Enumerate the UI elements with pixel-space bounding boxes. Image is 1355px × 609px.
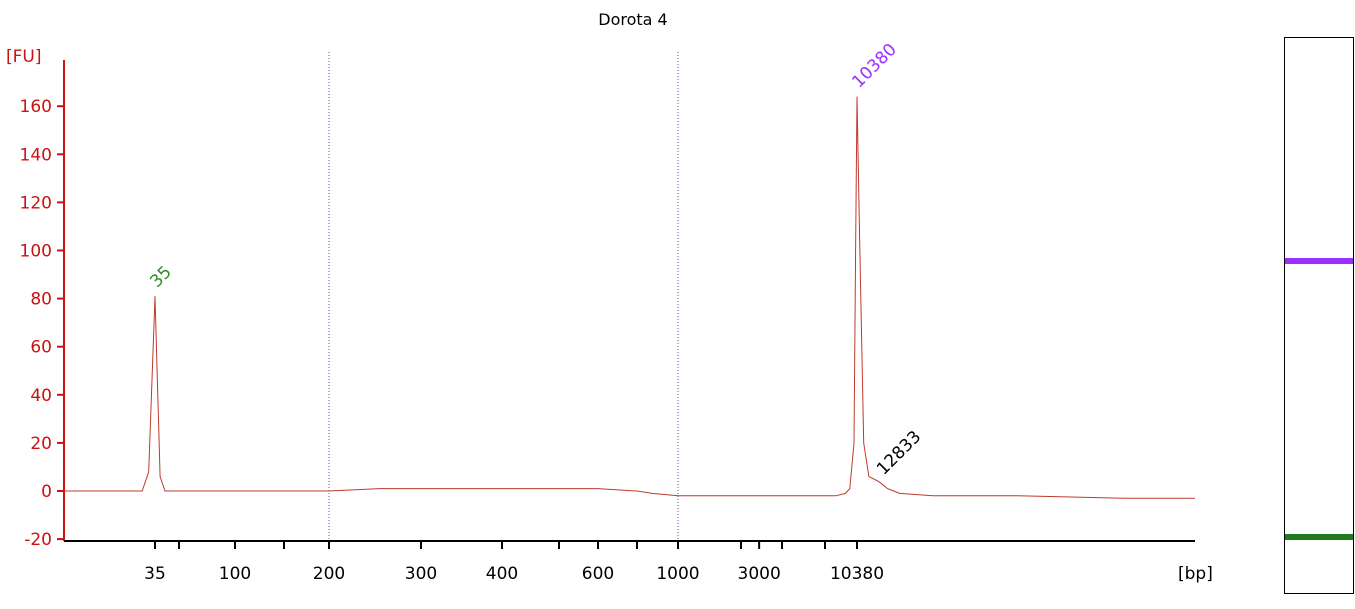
x-tick-label: 300 bbox=[405, 564, 437, 584]
gel-band bbox=[1285, 533, 1353, 540]
y-tick-label: 20 bbox=[30, 434, 52, 454]
y-tick-label: 80 bbox=[30, 290, 52, 310]
series bbox=[64, 96, 1195, 499]
x-tick-label: 600 bbox=[582, 564, 614, 584]
y-tick-label: 40 bbox=[30, 386, 52, 406]
x-tick-label: 35 bbox=[144, 564, 166, 584]
peak-labels: 35 10380 12833 bbox=[146, 40, 925, 480]
y-tick-label: -20 bbox=[24, 530, 52, 550]
peak-label: 12833 bbox=[873, 427, 925, 479]
x-axis-label: [bp] bbox=[1178, 564, 1213, 584]
chart-title: Dorota 4 bbox=[598, 10, 667, 29]
x-tick-label: 100 bbox=[219, 564, 251, 584]
y-ticks: -20 0 20 40 60 80 100 120 140 160 bbox=[20, 97, 64, 550]
x-tick-label: 400 bbox=[486, 564, 518, 584]
x-tick-label: 1000 bbox=[656, 564, 699, 584]
series-line bbox=[64, 96, 1195, 499]
peak-label: 10380 bbox=[848, 40, 900, 92]
x-tick-label: 200 bbox=[313, 564, 345, 584]
x-ticks: 35 100 200 300 400 600 1000 3000 10380 bbox=[144, 541, 884, 584]
axes bbox=[63, 60, 1195, 542]
peak-label: 35 bbox=[146, 262, 175, 291]
y-tick-label: 60 bbox=[30, 338, 52, 358]
y-tick-label: 160 bbox=[20, 97, 52, 117]
x-tick-label: 10380 bbox=[830, 564, 884, 584]
x-tick-label: 3000 bbox=[738, 564, 781, 584]
y-tick-label: 0 bbox=[41, 482, 52, 502]
y-axis-label: [FU] bbox=[6, 47, 42, 67]
y-tick-label: 140 bbox=[20, 145, 52, 165]
gel-lane bbox=[1284, 37, 1354, 594]
y-tick-label: 100 bbox=[20, 242, 52, 262]
gel-band bbox=[1285, 257, 1353, 264]
grid-lines bbox=[328, 52, 679, 541]
electropherogram-chart: Dorota 4 [FU] [bp] -20 0 20 40 60 80 100 120 140… bbox=[6, 10, 1213, 584]
y-tick-label: 120 bbox=[20, 193, 52, 213]
